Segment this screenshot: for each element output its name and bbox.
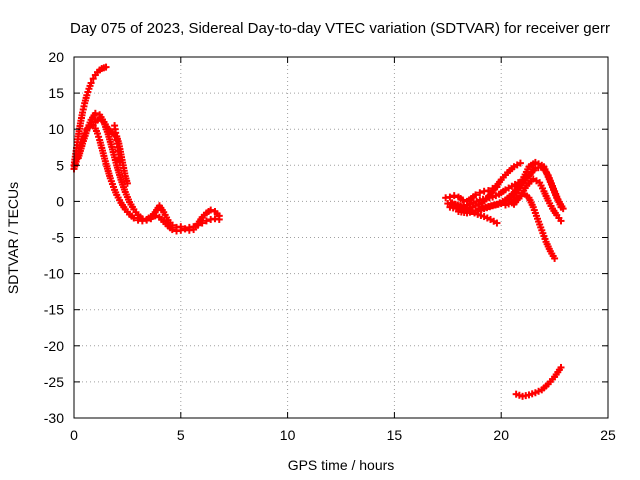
y-tick-label: 20: [48, 49, 64, 65]
y-tick-label: -25: [44, 374, 64, 390]
y-tick-label: -30: [44, 410, 64, 426]
series-arc-k: [476, 158, 565, 213]
grid-lines: [74, 57, 608, 418]
series-arc-n: [512, 363, 565, 400]
data-point: [116, 158, 124, 166]
data-point: [476, 189, 484, 197]
data-point: [202, 217, 210, 225]
x-tick-label: 20: [493, 427, 509, 443]
x-axis-label: GPS time / hours: [288, 457, 395, 473]
data-point: [181, 225, 189, 233]
data-point: [89, 75, 97, 83]
series-arc-e: [111, 122, 124, 166]
y-tick-label: -10: [44, 266, 64, 282]
data-point: [207, 206, 215, 214]
data-point: [459, 196, 467, 204]
data-point: [472, 191, 480, 199]
chart-title: Day 075 of 2023, Sidereal Day-to-day VTE…: [70, 20, 610, 37]
y-tick-label: 5: [56, 157, 64, 173]
x-tick-label: 0: [70, 427, 78, 443]
data-point: [87, 79, 95, 87]
data-point: [446, 193, 454, 201]
data-point: [130, 214, 138, 222]
y-tick-label: -15: [44, 302, 64, 318]
y-tick-label: 10: [48, 121, 64, 137]
y-tick-label: -5: [52, 230, 65, 246]
x-tick-label: 25: [600, 427, 616, 443]
data-point: [215, 212, 223, 220]
data-point: [138, 215, 146, 223]
data-point: [177, 223, 185, 231]
data-point: [143, 216, 151, 224]
data-point: [493, 219, 501, 227]
series-arc-c: [74, 109, 223, 234]
data-point: [91, 109, 99, 117]
data-point: [450, 192, 458, 200]
series-arc-m: [501, 190, 559, 262]
data-points: [70, 63, 567, 400]
data-point: [516, 159, 524, 167]
data-point: [557, 363, 565, 371]
data-point: [557, 217, 565, 225]
x-tick-label: 15: [387, 427, 403, 443]
data-point: [557, 203, 565, 211]
y-tick-label: -20: [44, 338, 64, 354]
x-tick-label: 10: [280, 427, 296, 443]
y-axis-label: SDTVAR / TECUs: [5, 182, 21, 294]
data-point: [168, 221, 176, 229]
axis-ticks: 0 5 10 15 20 25 -30 -25 -20 -15 -10 -5 0 5 10 15 20: [44, 49, 616, 443]
data-point: [551, 254, 559, 262]
y-tick-label: 0: [56, 193, 64, 209]
y-tick-label: 15: [48, 85, 64, 101]
series-arc-l: [510, 175, 565, 225]
data-point: [102, 63, 110, 71]
data-point: [123, 179, 131, 187]
x-tick-label: 5: [177, 427, 185, 443]
